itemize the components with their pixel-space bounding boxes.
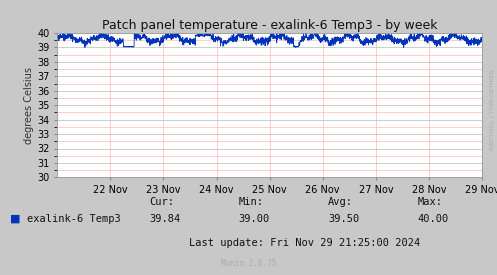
Text: ■: ■ bbox=[10, 214, 20, 224]
Text: 40.00: 40.00 bbox=[417, 214, 449, 224]
Title: Patch panel temperature - exalink-6 Temp3 - by week: Patch panel temperature - exalink-6 Temp… bbox=[102, 19, 437, 32]
Text: Munin 2.0.75: Munin 2.0.75 bbox=[221, 259, 276, 268]
Text: Cur:: Cur: bbox=[149, 197, 174, 207]
Text: 39.84: 39.84 bbox=[149, 214, 180, 224]
Text: 39.50: 39.50 bbox=[328, 214, 359, 224]
Text: Last update: Fri Nov 29 21:25:00 2024: Last update: Fri Nov 29 21:25:00 2024 bbox=[189, 238, 420, 248]
Text: Max:: Max: bbox=[417, 197, 442, 207]
Text: RRDTOOL / TOBI OETIKER: RRDTOOL / TOBI OETIKER bbox=[490, 70, 495, 150]
Text: Avg:: Avg: bbox=[328, 197, 353, 207]
Text: 39.00: 39.00 bbox=[239, 214, 270, 224]
Y-axis label: degrees Celsius: degrees Celsius bbox=[24, 67, 34, 144]
Text: Min:: Min: bbox=[239, 197, 263, 207]
Text: exalink-6 Temp3: exalink-6 Temp3 bbox=[27, 214, 121, 224]
